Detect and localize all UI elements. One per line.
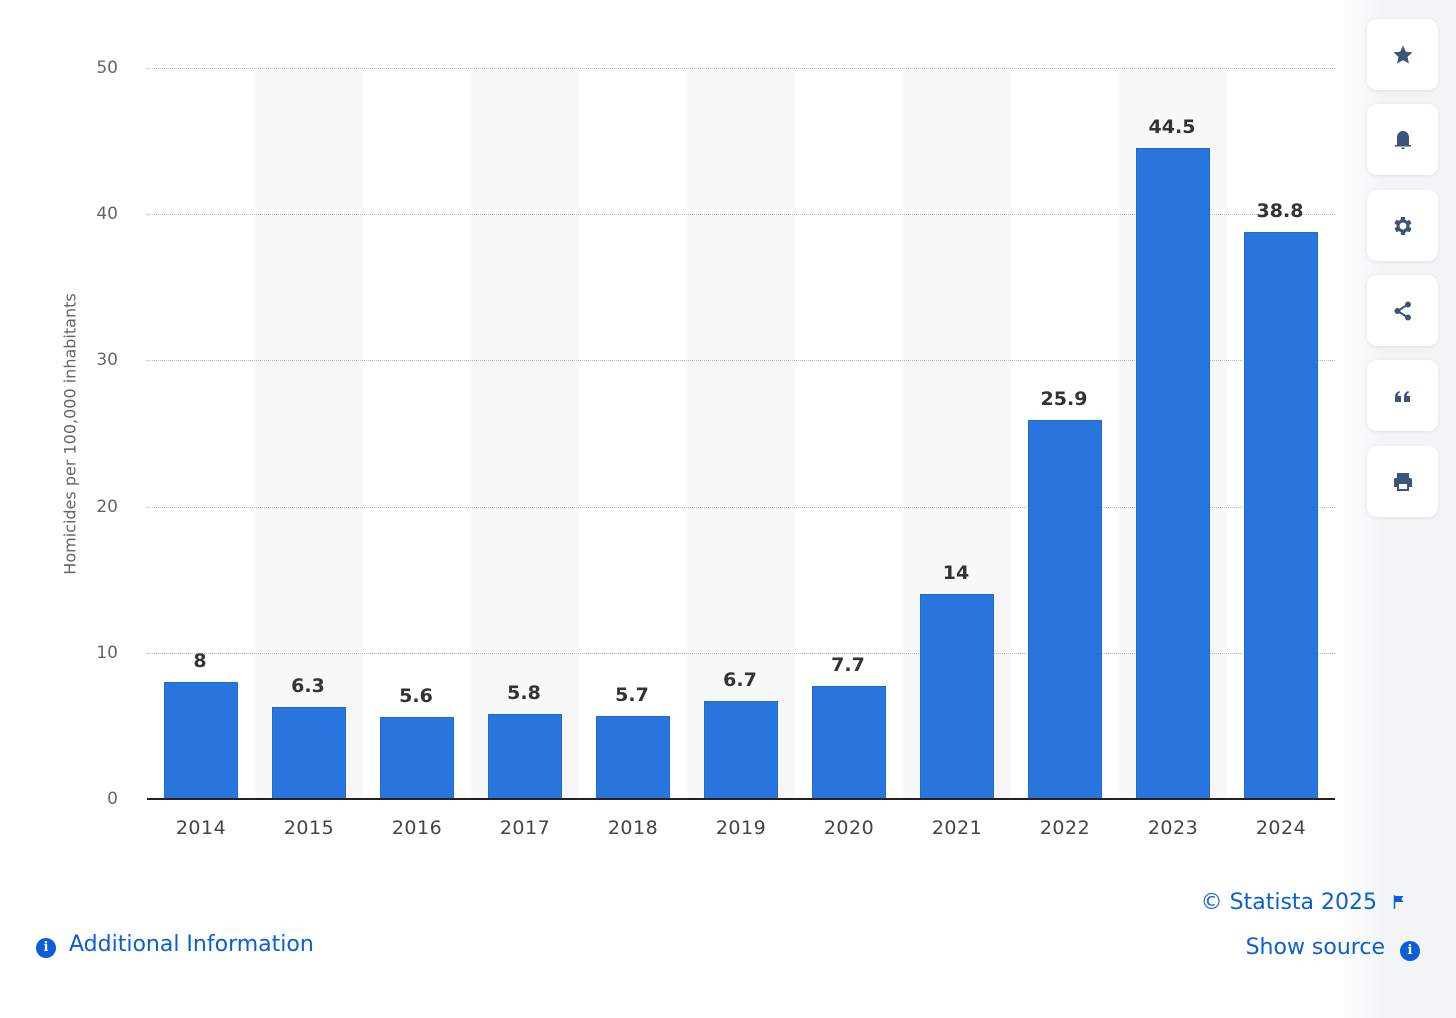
alternating-band	[255, 68, 363, 799]
cite-button[interactable]	[1367, 360, 1438, 431]
y-axis-label: Homicides per 100,000 inhabitants	[60, 293, 80, 575]
gridline	[147, 652, 1335, 654]
x-tick-label: 2017	[499, 817, 551, 839]
bar-value-label: 44.5	[1148, 116, 1196, 139]
bar-2016[interactable]	[380, 717, 454, 799]
star-icon	[1393, 45, 1412, 63]
bar-2022[interactable]	[1028, 420, 1102, 799]
print-button[interactable]	[1367, 446, 1438, 517]
bar-value-label: 6.7	[723, 669, 757, 692]
bar-value-label: 6.3	[291, 674, 325, 697]
info-icon: i	[36, 938, 56, 958]
bar-2023[interactable]	[1136, 148, 1210, 799]
y-tick-label: 30	[96, 350, 118, 371]
bar-2017[interactable]	[488, 714, 562, 799]
gridline	[147, 360, 1335, 362]
share-button[interactable]	[1367, 275, 1438, 346]
y-tick-label: 50	[96, 58, 118, 78]
gridline	[147, 68, 1335, 69]
bar-value-label: 14	[942, 562, 970, 585]
x-tick-label: 2015	[283, 817, 335, 839]
y-tick-label: 10	[96, 642, 118, 663]
share-icon	[1394, 301, 1411, 320]
settings-button[interactable]	[1367, 190, 1438, 261]
bar-value-label: 5.8	[507, 682, 541, 705]
notification-button[interactable]	[1367, 104, 1438, 175]
bar-value-label: 38.8	[1256, 199, 1304, 222]
bar-2019[interactable]	[704, 701, 778, 799]
x-tick-label: 2023	[1147, 817, 1199, 839]
y-tick-label: 0	[107, 789, 118, 809]
gridline	[147, 214, 1335, 216]
bar-2021[interactable]	[920, 594, 994, 799]
bar-2024[interactable]	[1244, 231, 1318, 799]
bar-value-label: 7.7	[831, 654, 865, 677]
y-tick-label: 40	[96, 204, 118, 225]
bar-2015[interactable]	[272, 706, 346, 799]
bell-icon	[1394, 130, 1411, 149]
info-icon: i	[1400, 941, 1420, 961]
bar-value-label: 25.9	[1040, 388, 1088, 411]
additional-information-link[interactable]: i Additional Information	[36, 932, 314, 958]
x-tick-label: 2018	[607, 817, 659, 839]
bar-value-label: 5.6	[399, 685, 433, 708]
x-tick-label: 2020	[823, 817, 875, 839]
bar-value-label: 5.7	[615, 683, 649, 706]
copyright-link[interactable]: © Statista 2025	[1201, 890, 1408, 915]
gridline	[147, 506, 1335, 508]
x-tick-label: 2019	[715, 817, 767, 839]
gear-icon	[1393, 216, 1412, 235]
quote-icon	[1394, 390, 1410, 402]
bar-2014[interactable]	[164, 682, 238, 799]
x-tick-label: 2024	[1255, 817, 1307, 839]
bar-value-label: 8	[193, 650, 207, 673]
bar-2020[interactable]	[812, 686, 886, 799]
x-axis-line	[147, 798, 1335, 800]
x-tick-label: 2022	[1039, 817, 1091, 839]
alternating-band	[471, 68, 579, 799]
bar-2018[interactable]	[596, 715, 670, 799]
x-tick-label: 2014	[175, 817, 227, 839]
y-tick-label: 20	[96, 496, 118, 517]
flag-icon	[1393, 895, 1404, 909]
alternating-band	[687, 68, 795, 799]
show-source-link[interactable]: Show source i	[1246, 935, 1420, 961]
x-tick-label: 2016	[391, 817, 443, 839]
x-tick-label: 2021	[931, 817, 983, 839]
printer-icon	[1393, 472, 1412, 491]
favorite-button[interactable]	[1367, 19, 1438, 90]
